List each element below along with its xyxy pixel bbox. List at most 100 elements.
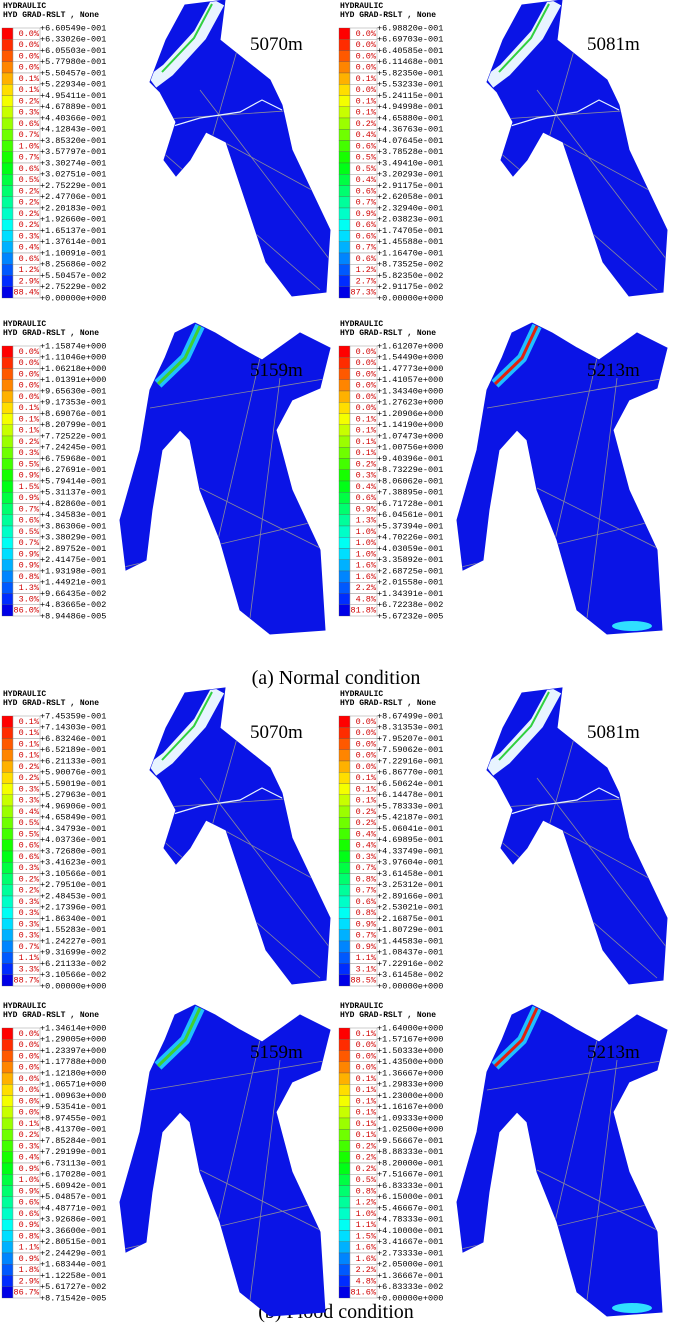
legend-value: +5.50457e-002	[40, 271, 106, 281]
color-band	[1, 1264, 14, 1276]
legend-value: +5.79414e-001	[40, 476, 106, 486]
high-gradient-core	[493, 325, 539, 386]
legend-header: HYDRAULIC	[3, 2, 46, 11]
color-band	[1, 39, 14, 51]
band-percent: 88.4%	[13, 288, 39, 298]
legend-value: +4.12843e-001	[40, 125, 106, 135]
legend-value: +0.00000e+000	[377, 1293, 443, 1303]
band-percent: 0.0%	[356, 1051, 377, 1061]
legend-value: +1.55283e-001	[40, 925, 106, 935]
legend-value: +1.10091e-001	[40, 248, 106, 258]
mesh	[457, 323, 667, 631]
mesh-line	[536, 487, 658, 549]
color-band	[338, 1252, 351, 1265]
band-percent: 0.1%	[19, 403, 40, 413]
legend-value: +6.83333e-001	[377, 1181, 443, 1191]
color-band	[1, 1039, 14, 1051]
band-percent: 0.1%	[19, 728, 40, 738]
band-percent: 0.4%	[356, 841, 377, 851]
band-percent: 0.2%	[19, 773, 40, 783]
percent-box	[349, 974, 378, 987]
legend-value: +1.65137e-001	[40, 226, 106, 236]
legend-value: +6.73113e-001	[40, 1158, 106, 1168]
color-band	[1, 345, 14, 358]
legend-value: +3.41667e-001	[377, 1237, 443, 1247]
legend-value: +2.75229e-001	[40, 181, 106, 191]
band-percent: 0.0%	[356, 1063, 377, 1073]
legend-value: +1.36667e-001	[377, 1271, 443, 1281]
legend-value: +5.22934e-001	[40, 80, 106, 90]
color-band	[1, 275, 14, 287]
legend-value: +6.69703e-001	[377, 35, 443, 45]
color-band	[1, 817, 14, 829]
legend-value: +1.15874e+000	[40, 341, 106, 351]
legend-value: +4.36763e-001	[377, 125, 443, 135]
color-band	[338, 738, 351, 750]
legend-value: +3.30274e-001	[40, 158, 106, 168]
color-band	[338, 839, 351, 852]
high-gradient-zone	[150, 0, 225, 88]
color-band	[338, 413, 351, 425]
band-percent: 1.0%	[19, 1175, 40, 1185]
color-band	[1, 525, 14, 538]
mesh	[120, 1005, 330, 1301]
color-band	[1, 1162, 14, 1175]
legend-value: +7.95207e-001	[377, 734, 443, 744]
legend-value: +5.27963e-001	[40, 790, 106, 800]
band-percent: 0.2%	[356, 807, 377, 817]
color-band	[338, 525, 351, 538]
legend-value: +5.42187e-001	[377, 813, 443, 823]
band-percent: 0.1%	[356, 108, 377, 118]
legend-value: +1.16470e-001	[377, 248, 443, 258]
legend-value: +8.71542e-005	[40, 1293, 106, 1303]
legend-value: +4.10000e-001	[377, 1226, 443, 1236]
legend-value: +3.57797e-001	[40, 147, 106, 157]
color-band	[1, 357, 14, 369]
color-band	[338, 1117, 351, 1130]
legend-value: +3.35892e-001	[377, 555, 443, 565]
band-percent: 0.2%	[19, 220, 40, 230]
color-band	[338, 570, 351, 583]
legend-value: +6.14478e-001	[377, 790, 443, 800]
legend-value: +0.00000e+000	[377, 981, 443, 991]
band-percent: 0.6%	[19, 119, 40, 129]
band-percent: 1.0%	[356, 538, 377, 548]
color-band	[338, 1196, 351, 1209]
legend-value: +2.24429e-001	[40, 1248, 106, 1258]
band-percent: 0.2%	[19, 1130, 40, 1140]
legend-value: +2.48453e-001	[40, 891, 106, 901]
band-percent: 0.1%	[356, 1108, 377, 1118]
band-percent: 0.0%	[19, 1085, 40, 1095]
color-band	[338, 1027, 351, 1040]
mesh-line	[486, 1059, 667, 1091]
color-band	[338, 1151, 351, 1164]
color-band	[338, 379, 351, 392]
band-percent: 0.0%	[356, 717, 377, 727]
color-band	[1, 1027, 14, 1040]
legend-value: +1.41057e+000	[377, 375, 443, 385]
panel-label: 5070m	[250, 34, 303, 55]
band-percent: 0.2%	[19, 437, 40, 447]
legend-value: +3.20293e-001	[377, 170, 443, 180]
band-percent: 1.1%	[356, 1220, 377, 1230]
legend-value: +6.05503e-001	[40, 46, 106, 56]
color-band	[338, 1095, 351, 1107]
band-percent: 0.9%	[19, 1254, 40, 1264]
color-band	[338, 794, 351, 807]
contour-map	[149, 687, 331, 985]
band-percent: 0.3%	[19, 796, 40, 806]
legend-value: +4.67889e-001	[40, 102, 106, 112]
color-band	[338, 151, 351, 164]
legend-value: +4.69895e-001	[377, 835, 443, 845]
band-percent: 0.2%	[19, 209, 40, 219]
band-percent: 0.0%	[356, 29, 377, 39]
color-band	[1, 1050, 14, 1062]
band-percent: 0.3%	[356, 471, 377, 481]
band-percent: 0.5%	[19, 459, 40, 469]
legend-value: +5.60942e-001	[40, 1181, 106, 1191]
band-percent: 0.6%	[19, 1209, 40, 1219]
color-band	[338, 1106, 351, 1119]
band-percent: 0.6%	[19, 164, 40, 174]
color-band	[338, 715, 351, 728]
domain	[486, 0, 668, 297]
